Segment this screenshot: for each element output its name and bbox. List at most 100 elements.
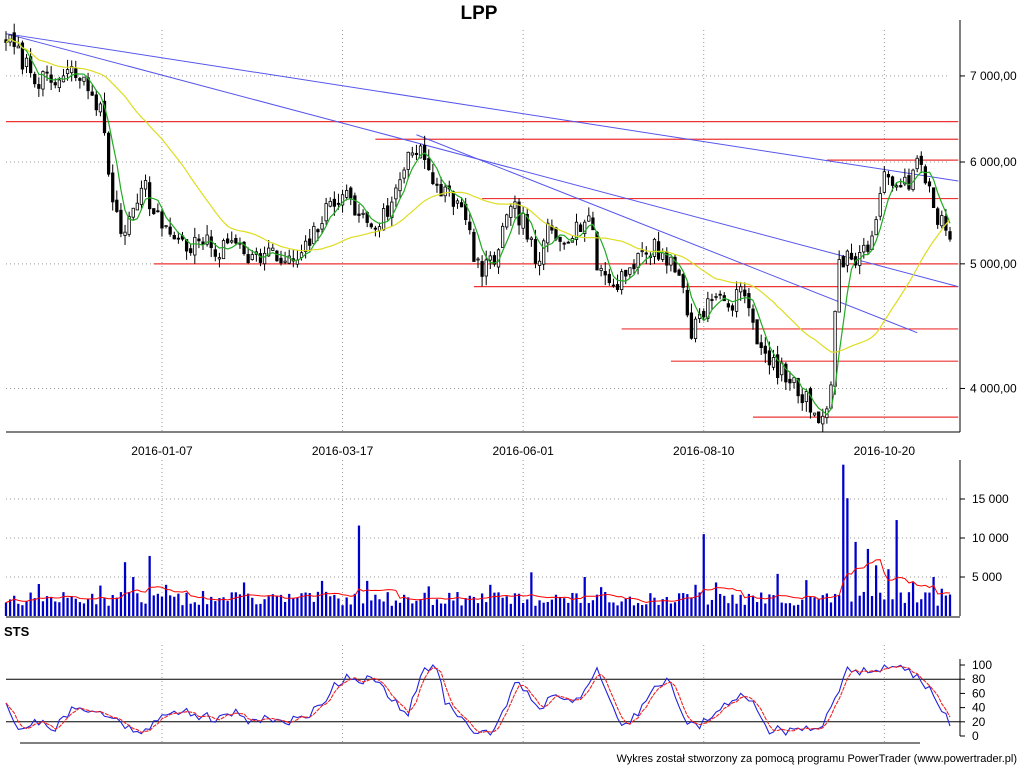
candle-body	[669, 256, 673, 266]
volume-bar	[177, 593, 180, 616]
trendline	[416, 134, 918, 334]
volume-bar	[333, 594, 336, 616]
candle-body	[862, 244, 866, 253]
y-tick-label: 5 000,00	[970, 257, 1017, 271]
candle-body	[488, 255, 492, 261]
volume-bar	[747, 593, 751, 616]
candle-body	[164, 225, 168, 227]
candle-body	[685, 289, 689, 316]
price-axis: 2016-01-07 2016-03-17 2016-06-01 2016-08-10…	[6, 20, 1017, 458]
candle-body	[386, 205, 390, 217]
volume-bar	[661, 599, 664, 616]
volume-bar	[509, 603, 512, 616]
volume-bar	[148, 555, 151, 616]
candle-body	[246, 254, 250, 263]
volume-bar	[554, 594, 558, 616]
volume-bar	[435, 599, 439, 616]
volume-bar	[169, 595, 172, 616]
candle-body	[583, 221, 587, 234]
moving-average-30	[5, 37, 951, 353]
volume-bar	[493, 592, 496, 616]
candle-body	[336, 202, 341, 205]
volume-bar	[292, 598, 295, 616]
candle-body	[316, 229, 320, 233]
candle-body	[890, 176, 895, 186]
candle-body	[193, 236, 197, 256]
volume-bar	[944, 595, 948, 616]
candle-body	[931, 187, 936, 209]
chart-title: LPP	[461, 3, 498, 24]
candle-body	[20, 42, 25, 70]
volume-bar	[271, 594, 274, 616]
volume-bar	[255, 604, 258, 616]
volume-bar	[813, 597, 816, 616]
candle-body	[82, 76, 86, 82]
candle-body	[607, 273, 611, 284]
volume-bar	[653, 597, 656, 616]
volume-bar	[296, 597, 299, 616]
volume-bar	[386, 592, 389, 616]
volume-bar	[439, 603, 443, 616]
volume-bar	[612, 602, 615, 616]
volume-bar	[595, 594, 599, 616]
candle-body	[812, 412, 817, 416]
volume-bar	[456, 592, 459, 616]
volume-bar	[8, 599, 12, 616]
candle-body	[936, 208, 940, 225]
volume-bar	[193, 602, 196, 616]
candle-body	[804, 391, 808, 403]
volume-bar	[173, 596, 176, 616]
volume-bar	[222, 597, 225, 616]
volume-tick-label: 10 000	[972, 531, 1009, 545]
volume-bar	[205, 604, 209, 616]
volume-bar	[760, 592, 763, 616]
price-panel: 2016-01-07 2016-03-17 2016-06-01 2016-08-10…	[4, 20, 1017, 458]
candle-body	[16, 45, 20, 49]
candle-body	[788, 378, 792, 384]
volume-bar	[854, 541, 857, 616]
candle-body	[718, 293, 722, 296]
candle-body	[837, 259, 841, 313]
candle-body	[882, 171, 886, 193]
candle-body	[283, 260, 287, 263]
candle-body	[65, 69, 70, 75]
volume-bar	[534, 605, 537, 616]
volume-bar	[156, 593, 159, 616]
volume-bar	[600, 587, 603, 616]
trendline	[5, 33, 959, 182]
volume-bar	[152, 595, 155, 616]
candle-body	[406, 151, 410, 170]
volume-bar	[341, 605, 344, 616]
volume-bar	[505, 596, 508, 616]
volume-bar	[719, 593, 722, 616]
volume-bar	[924, 592, 927, 616]
volume-bar	[394, 600, 398, 616]
candle-body	[763, 345, 767, 354]
volume-bar	[390, 605, 393, 616]
candle-body	[94, 94, 98, 111]
candle-body	[878, 193, 882, 217]
volume-bar	[316, 591, 320, 616]
volume-bar	[263, 599, 266, 616]
volume-bar	[887, 569, 890, 616]
candle-body	[492, 255, 497, 265]
candle-body	[275, 250, 279, 262]
volume-bar	[874, 565, 878, 616]
volume-bar	[657, 604, 660, 616]
candle-body	[907, 175, 911, 190]
volume-bar	[128, 592, 131, 616]
candle-body	[369, 223, 373, 228]
volume-bar	[189, 603, 192, 616]
candle-body	[324, 203, 328, 222]
volume-bar	[29, 592, 32, 616]
sts-lines	[5, 664, 960, 736]
candle-body	[53, 82, 57, 86]
volume-bar	[710, 599, 714, 616]
volume-bar	[891, 599, 894, 616]
sts-title: STS	[4, 624, 30, 639]
volume-bar	[452, 600, 455, 616]
candle-body	[558, 236, 562, 242]
volume-bar	[591, 600, 595, 616]
